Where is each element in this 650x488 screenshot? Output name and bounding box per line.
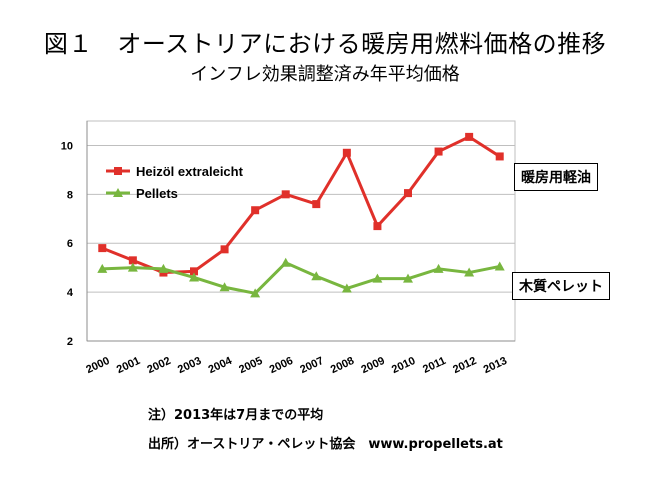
x-tick-labels: 2000 2001 2002 2003 2004 2005 2006 2007 2008 2009… bbox=[84, 354, 509, 376]
legend-label: Pellets bbox=[136, 186, 178, 201]
y-tick-labels: 2 4 6 8 10 bbox=[61, 140, 74, 348]
page-title: 図１ オーストリアにおける暖房用燃料価格の推移 bbox=[43, 30, 607, 58]
x-tick-label: 2003 bbox=[176, 355, 203, 376]
data-point bbox=[464, 267, 475, 277]
x-tick-label: 2009 bbox=[359, 355, 386, 376]
data-point bbox=[190, 267, 198, 276]
data-point bbox=[465, 132, 474, 141]
x-tick-label: 2011 bbox=[421, 355, 448, 376]
data-point bbox=[434, 147, 443, 156]
data-point bbox=[280, 257, 291, 267]
data-point bbox=[404, 189, 412, 198]
y-tick-label: 8 bbox=[67, 189, 73, 201]
data-point bbox=[158, 263, 169, 273]
y-tick-label: 10 bbox=[61, 140, 73, 152]
x-tick-label: 2004 bbox=[207, 354, 235, 376]
data-point bbox=[342, 148, 351, 157]
legend-marker bbox=[114, 167, 122, 175]
plot-frame bbox=[86, 120, 516, 342]
y-tick-label: 4 bbox=[67, 287, 74, 299]
data-point bbox=[312, 200, 321, 209]
data-point bbox=[311, 271, 322, 281]
data-point bbox=[403, 273, 413, 283]
x-tick-label: 2008 bbox=[329, 355, 356, 376]
source-note: 出所）オーストリア・ペレット協会 www.propellets.at bbox=[148, 437, 503, 452]
data-point bbox=[494, 261, 505, 271]
x-tick-label: 2010 bbox=[390, 355, 417, 376]
data-point bbox=[495, 152, 504, 161]
axes bbox=[86, 120, 516, 342]
page-subtitle: インフレ効果調整済み年平均価格 bbox=[190, 64, 460, 85]
label-heating-oil: 暖房用軽油 bbox=[514, 163, 598, 191]
data-point bbox=[219, 282, 230, 292]
data-point bbox=[433, 263, 444, 273]
data-point bbox=[373, 222, 382, 231]
x-tick-label: 2005 bbox=[237, 355, 264, 376]
x-tick-label: 2001 bbox=[115, 355, 142, 376]
x-tick-label: 2013 bbox=[482, 355, 509, 376]
data-point bbox=[250, 288, 261, 298]
data-point bbox=[128, 256, 137, 265]
data-point bbox=[341, 283, 352, 293]
data-point bbox=[97, 263, 108, 273]
data-point bbox=[251, 206, 260, 215]
series-lines bbox=[97, 132, 505, 298]
legend: Heizöl extraleicht Pellets bbox=[106, 164, 244, 201]
legend-label: Heizöl extraleicht bbox=[136, 164, 244, 179]
data-point bbox=[281, 190, 290, 199]
x-tick-label: 2007 bbox=[298, 355, 325, 376]
series-line-0 bbox=[101, 135, 501, 275]
data-point bbox=[220, 245, 229, 254]
x-tick-label: 2006 bbox=[268, 355, 295, 376]
series-line-1 bbox=[102, 261, 501, 295]
y-tick-label: 6 bbox=[67, 238, 73, 250]
footnote: 注）2013年は7月までの平均 bbox=[148, 408, 324, 423]
legend-marker bbox=[113, 188, 123, 197]
y-tick-label: 2 bbox=[67, 336, 73, 348]
data-point bbox=[98, 244, 107, 253]
x-tick-label: 2012 bbox=[451, 355, 478, 376]
data-point bbox=[127, 262, 138, 272]
label-wood-pellet: 木質ペレット bbox=[512, 272, 610, 300]
data-point bbox=[372, 273, 383, 283]
x-tick-label: 2000 bbox=[84, 355, 111, 376]
data-point bbox=[189, 272, 199, 282]
x-tick-label: 2002 bbox=[145, 355, 172, 376]
